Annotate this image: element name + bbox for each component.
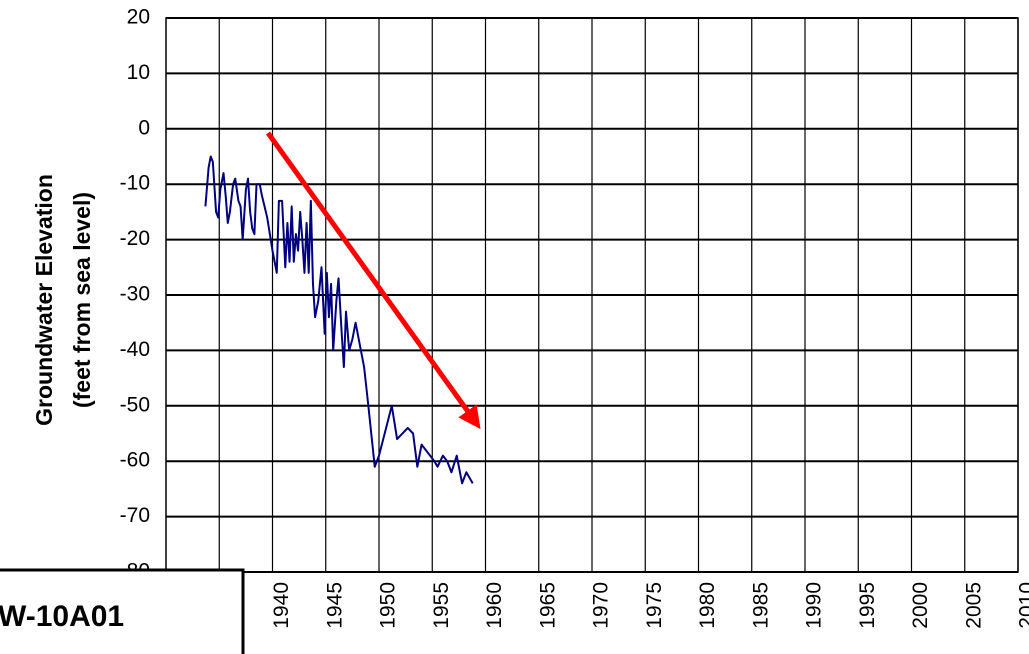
y-tick-label: -50 <box>120 393 150 416</box>
x-tick-label: 2005 <box>962 582 985 629</box>
labels: -80-70-60-50-40-30-20-100102019351940194… <box>120 6 1029 629</box>
grid <box>165 17 1019 573</box>
y-tick-label: -30 <box>120 283 150 306</box>
x-tick-label: 1970 <box>590 582 613 629</box>
y-tick-label: 10 <box>127 61 150 84</box>
y-axis-title: (feet from sea level) <box>69 192 95 408</box>
plot-border <box>165 17 1019 573</box>
y-tick-label: -10 <box>120 172 150 195</box>
marks <box>204 155 474 485</box>
y-tick-label: -20 <box>120 227 150 250</box>
y-tick-label: -40 <box>120 338 150 361</box>
well-label: W-10A01 <box>0 600 124 633</box>
data-line <box>204 155 474 485</box>
x-tick-label: 1995 <box>856 582 879 629</box>
y-axis-title: Groundwater Elevation <box>31 174 57 426</box>
x-tick-label: 1980 <box>696 582 719 629</box>
trend-arrow <box>265 131 481 430</box>
x-tick-label: 2010 <box>1016 582 1029 629</box>
y-tick-label: -60 <box>120 449 150 472</box>
well-box <box>0 568 245 654</box>
x-tick-label: 2000 <box>909 582 932 629</box>
x-tick-label: 1990 <box>803 582 826 629</box>
x-tick-label: 1950 <box>377 582 400 629</box>
x-tick-label: 1955 <box>430 582 453 629</box>
x-tick-label: 1985 <box>749 582 772 629</box>
x-tick-label: 1960 <box>483 582 506 629</box>
y-tick-label: 20 <box>127 6 150 29</box>
x-tick-label: 1975 <box>643 582 666 629</box>
y-tick-label: 0 <box>138 116 150 139</box>
x-tick-label: 1940 <box>270 582 293 629</box>
y-tick-label: -70 <box>120 504 150 527</box>
x-tick-label: 1945 <box>323 582 346 629</box>
x-tick-label: 1965 <box>536 582 559 629</box>
